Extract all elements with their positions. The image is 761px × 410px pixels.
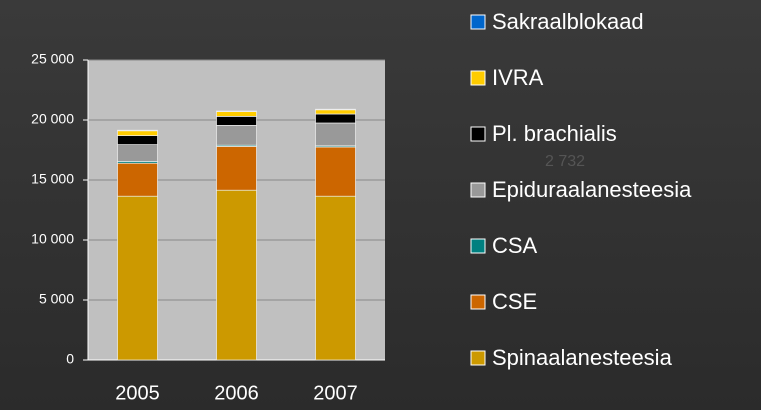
bar-segment [216, 146, 257, 191]
legend-label: CSA [492, 233, 538, 258]
y-tick-label: 5 000 [39, 291, 74, 307]
legend-label: CSE [492, 289, 537, 314]
bar-segment [216, 125, 257, 146]
bar-segment [117, 162, 158, 197]
bar-segment [117, 144, 158, 162]
bar-segment [117, 129, 158, 132]
bar-segment [117, 130, 158, 136]
y-tick-label: 10 000 [31, 231, 74, 247]
bar-segment [117, 135, 158, 145]
y-tick-label: 25 000 [31, 51, 74, 67]
legend-label: Epiduraalanesteesia [492, 177, 692, 202]
bar-segment [315, 109, 356, 115]
bar-segment [315, 146, 356, 197]
legend-swatch [470, 70, 486, 86]
legend-label: Pl. brachialis [492, 121, 617, 146]
legend-label: IVRA [492, 65, 544, 90]
y-tick-label: 0 [66, 351, 74, 367]
bar-segment [315, 113, 356, 124]
bar-segment [216, 189, 257, 361]
bar-segment [216, 111, 257, 117]
legend-swatch [470, 294, 486, 310]
bar-segment [315, 108, 356, 111]
x-tick-label: 2005 [115, 382, 160, 404]
legend-swatch [470, 126, 486, 142]
legend-swatch [470, 14, 486, 30]
legend-swatch [470, 182, 486, 198]
bar-segment [216, 110, 257, 112]
y-tick-label: 15 000 [31, 171, 74, 187]
bar-segment [117, 195, 158, 361]
bar-segment [315, 122, 356, 147]
x-tick-label: 2007 [313, 382, 358, 404]
annotation: 2 732 [545, 153, 585, 170]
legend-label: Spinaalanesteesia [492, 345, 673, 370]
y-tick-label: 20 000 [31, 111, 74, 127]
legend-swatch [470, 350, 486, 366]
bar-segment [315, 195, 356, 361]
bar-segment [216, 116, 257, 126]
legend-swatch [470, 238, 486, 254]
x-tick-label: 2006 [214, 382, 259, 404]
legend-label: Sakraalblokaad [492, 9, 644, 34]
